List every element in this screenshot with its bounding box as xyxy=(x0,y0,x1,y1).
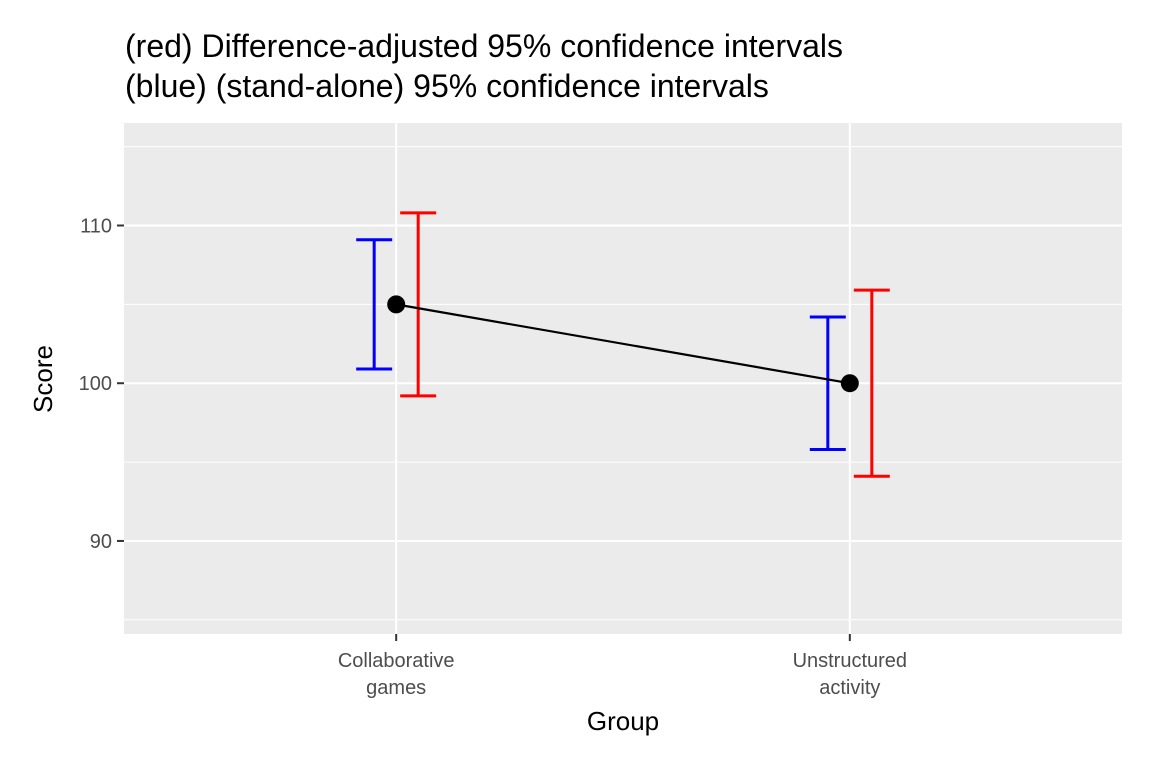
chart-title-line-1: (red) Difference-adjusted 95% confidence… xyxy=(125,28,843,64)
errorbar xyxy=(400,211,437,398)
y-tick-label: 90 xyxy=(90,531,112,553)
errorbar xyxy=(356,238,393,371)
x-tick-label: Unstructured activity xyxy=(793,650,908,699)
axes: 90 100 110 Collaborative games Unstructured ac… xyxy=(79,216,907,699)
errorbar xyxy=(809,315,846,451)
mean-line xyxy=(395,303,851,385)
chart-marks xyxy=(356,211,890,478)
y-tick-label: 110 xyxy=(80,216,112,238)
chart-title: (red) Difference-adjusted 95% confidence… xyxy=(125,28,843,104)
errorbar xyxy=(853,288,890,478)
plot-panel xyxy=(124,123,1122,634)
y-tick-label: 100 xyxy=(79,373,112,395)
y-axis-title: Score xyxy=(28,345,58,413)
x-axis-title: Group xyxy=(587,706,659,736)
mean-point xyxy=(840,374,859,393)
mean-point xyxy=(387,295,406,314)
x-tick-label: Collaborative games xyxy=(338,650,455,699)
chart-title-line-2: (blue) (stand-alone) 95% confidence inte… xyxy=(125,68,769,104)
